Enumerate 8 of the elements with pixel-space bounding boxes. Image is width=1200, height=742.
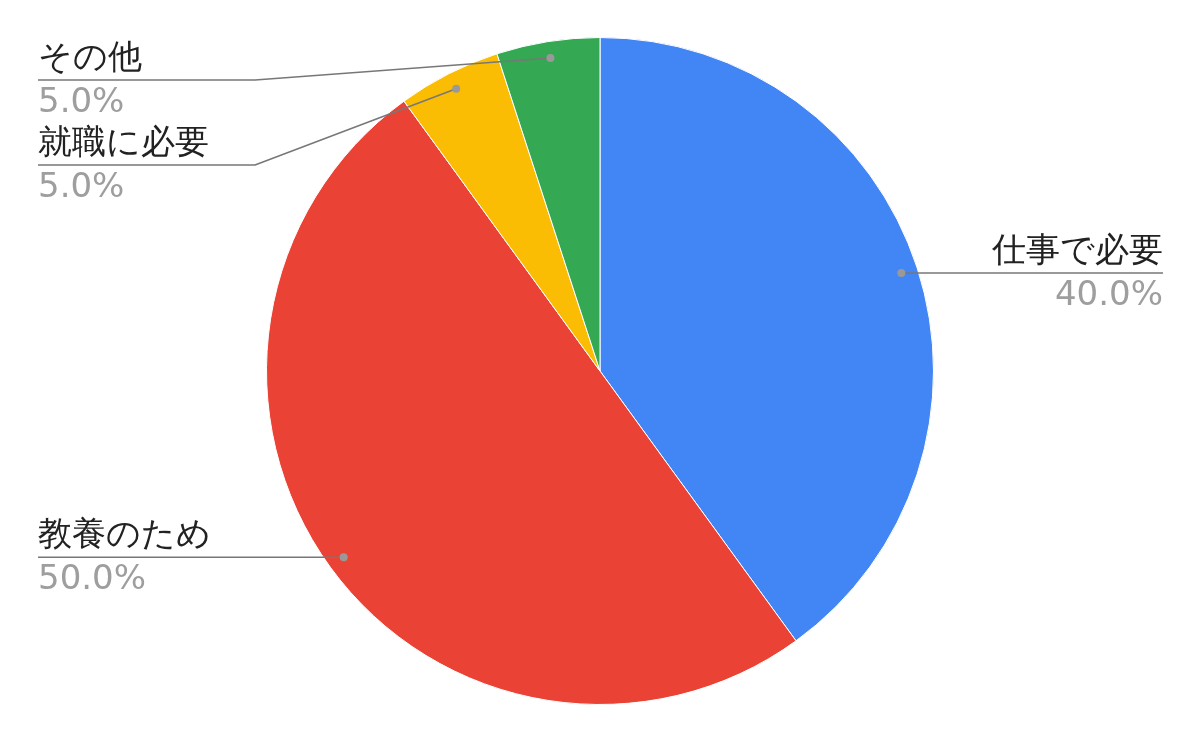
data-label: 5.0%	[38, 79, 125, 120]
data-label: 50.0%	[38, 557, 147, 598]
slice-label: 就職に必要	[38, 120, 209, 161]
data-label: 5.0%	[38, 164, 125, 205]
data-label: 40.0%	[1054, 272, 1163, 313]
slice-label: 仕事で必要	[991, 228, 1163, 269]
slice-label: その他	[38, 35, 142, 76]
slice-label: 教養のため	[38, 513, 211, 554]
